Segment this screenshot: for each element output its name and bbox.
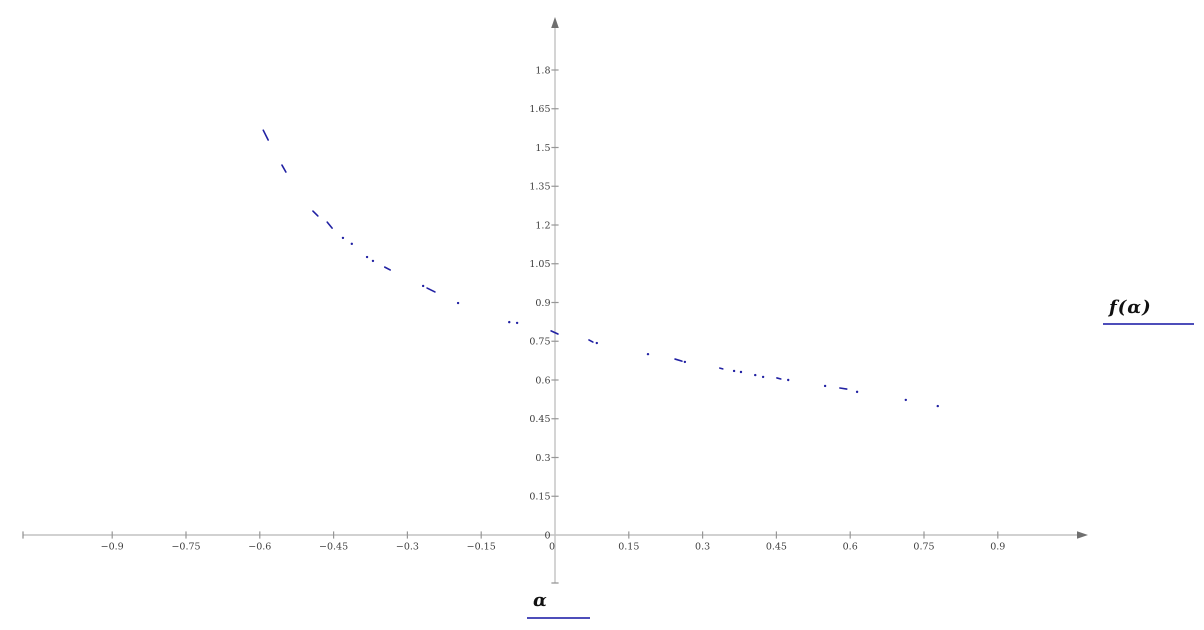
data-mark-dot	[855, 390, 859, 394]
data-mark-dash	[588, 339, 594, 343]
data-mark-dot	[341, 236, 345, 240]
data-mark-dash	[426, 287, 436, 293]
data-mark-dash	[550, 330, 559, 335]
data-mark-dot	[350, 242, 354, 246]
x-tick-label: −0.9	[101, 542, 124, 553]
data-mark-dot	[683, 360, 687, 364]
y-tick-label: 1.05	[529, 259, 550, 270]
y-tick-label: 1.65	[529, 104, 550, 115]
data-mark-dot	[761, 375, 765, 379]
y-tick-label: 0.75	[529, 337, 550, 348]
data-mark-dash	[312, 210, 319, 217]
x-tick-label: 0.6	[843, 542, 858, 553]
y-tick-label: 1.5	[535, 143, 550, 154]
x-axis-title-text: α	[533, 590, 548, 611]
data-mark-dash	[839, 387, 848, 390]
x-axis-title: α	[527, 589, 590, 620]
data-mark-dot	[456, 301, 460, 305]
x-tick-label: 0.3	[695, 542, 710, 553]
data-mark-dot	[646, 352, 650, 356]
x-axis-arrow	[1077, 531, 1088, 539]
data-mark-dash	[776, 377, 782, 380]
data-mark-dash	[383, 266, 391, 271]
x-tick-label: 0	[549, 542, 555, 553]
y-tick-label: 0.3	[535, 453, 550, 464]
x-tick-label: −0.6	[248, 542, 271, 553]
x-tick-label: 0.15	[618, 542, 639, 553]
data-mark-dash	[719, 367, 724, 370]
data-mark-dot	[515, 321, 519, 325]
data-mark-dot	[595, 341, 599, 345]
y-tick-label: 0	[544, 530, 550, 541]
data-mark-dot	[732, 369, 736, 373]
y-axis-title: f(α)	[1103, 296, 1194, 326]
data-mark-dot	[508, 320, 511, 324]
data-mark-dot	[739, 370, 743, 374]
data-mark-dot	[365, 255, 369, 259]
data-mark-dash	[674, 358, 683, 362]
data-mark-dot	[936, 404, 939, 408]
x-tick-label: −0.3	[396, 542, 419, 553]
y-axis-title-text: f(α)	[1109, 297, 1152, 318]
y-tick-label: 1.2	[535, 220, 550, 231]
data-mark-dash	[262, 129, 269, 141]
x-tick-label: 0.9	[990, 542, 1005, 553]
data-mark-dash	[281, 164, 287, 173]
data-mark-dash	[326, 221, 333, 229]
y-tick-label: 1.35	[529, 182, 550, 193]
data-mark-dot	[754, 373, 757, 377]
data-mark-dot	[371, 259, 375, 263]
y-tick-label: 0.6	[535, 375, 550, 386]
x-tick-label: −0.15	[467, 542, 496, 553]
data-mark-dot	[823, 384, 827, 388]
x-tick-label: 0.45	[766, 542, 787, 553]
data-mark-dot	[904, 398, 907, 402]
y-axis-arrow	[551, 17, 559, 28]
x-tick-label: −0.75	[171, 542, 200, 553]
y-tick-label: 0.9	[535, 298, 550, 309]
y-tick-label: 1.8	[535, 65, 550, 76]
data-mark-dot	[787, 378, 790, 382]
x-tick-label: −0.45	[319, 542, 348, 553]
data-mark-dot	[421, 284, 425, 288]
x-tick-label: 0.75	[913, 542, 934, 553]
y-tick-label: 0.45	[529, 414, 550, 425]
y-tick-label: 0.15	[529, 492, 550, 503]
